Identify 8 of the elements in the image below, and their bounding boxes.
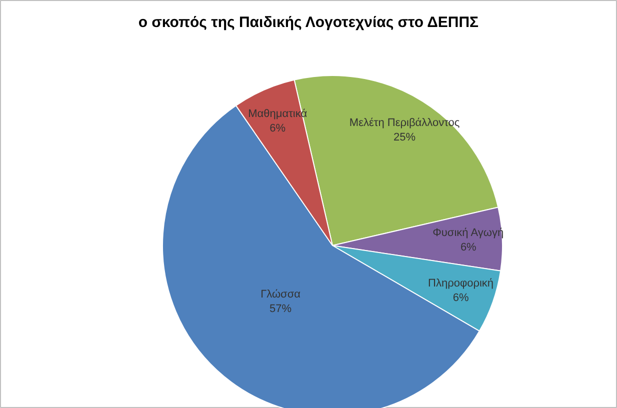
data-label: 6% bbox=[452, 292, 469, 304]
data-label: 6% bbox=[460, 241, 477, 254]
slice-label: Πληροφορική bbox=[428, 277, 494, 290]
chart-title: ο σκοπός της Παιδικής Λογοτεχνίας στο ΔΕΠΠΣ bbox=[138, 14, 479, 31]
slice-label: Γλώσσα bbox=[260, 288, 302, 300]
data-label: 25% bbox=[394, 131, 416, 144]
data-label: 6% bbox=[270, 122, 286, 134]
data-label: 57% bbox=[270, 302, 292, 315]
